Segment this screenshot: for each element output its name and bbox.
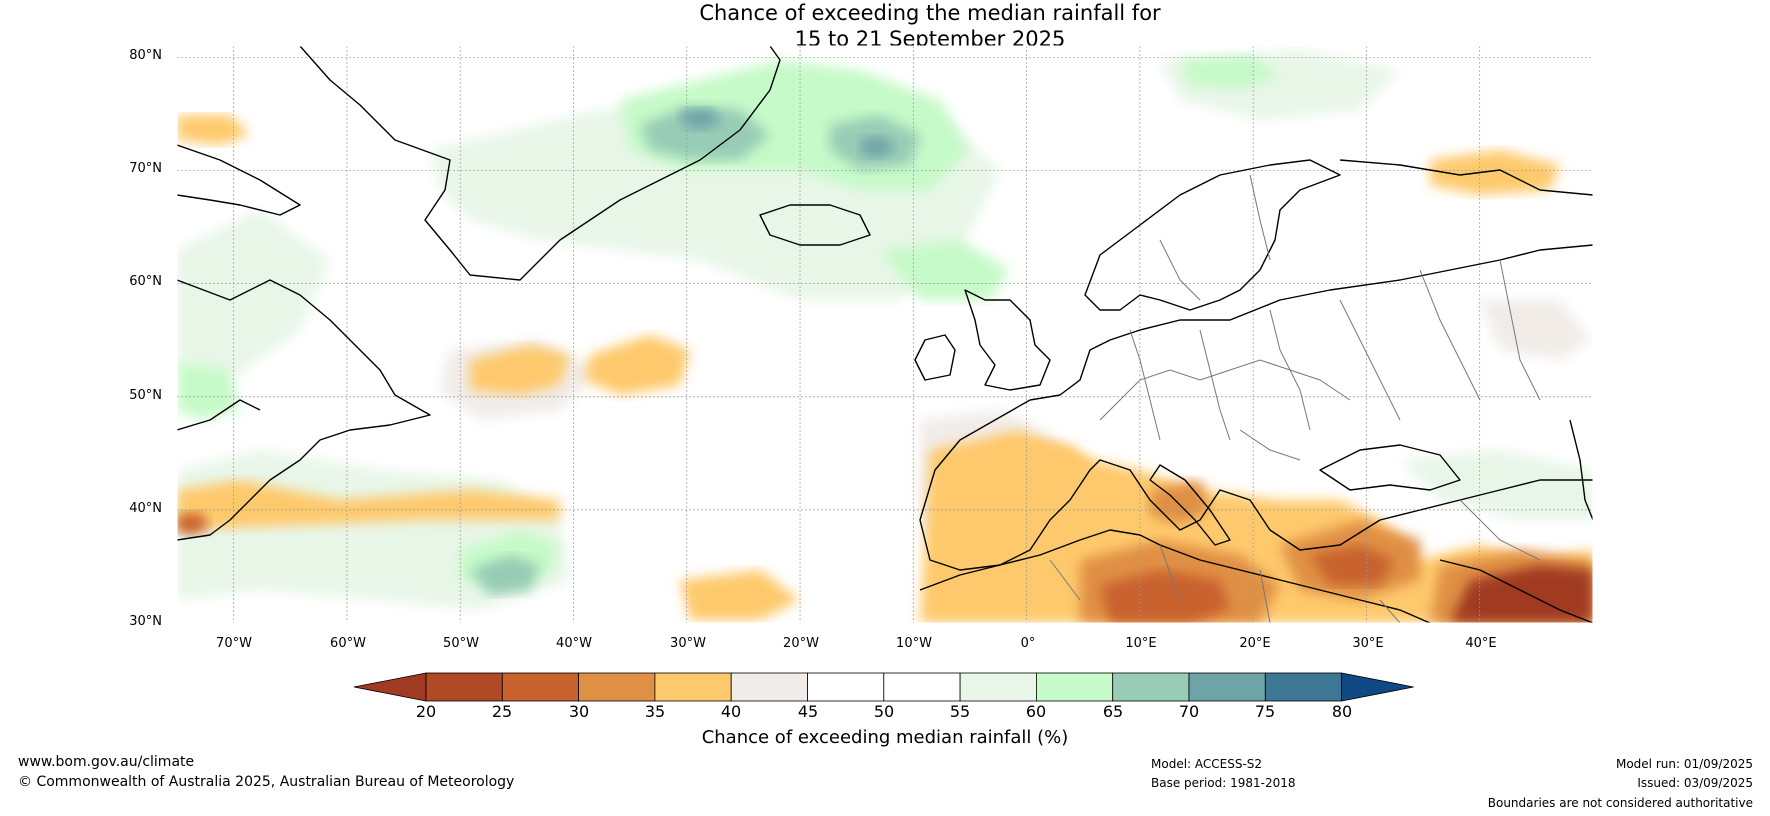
- colorbar-tick: 20: [415, 702, 437, 721]
- colorbar-bin: [959, 672, 1037, 702]
- colorbar-bin: [501, 672, 579, 702]
- colorbar-bin: [1112, 672, 1190, 702]
- shading-patch: [470, 555, 540, 595]
- lat-label-60n: 60°N: [129, 274, 162, 289]
- lat-label-50n: 50°N: [129, 388, 162, 403]
- shading-patch: [1400, 450, 1593, 520]
- coastline-greenland: [299, 46, 781, 281]
- lat-label-70n: 70°N: [129, 161, 162, 176]
- colorbar-bin: [425, 672, 503, 702]
- colorbar-tick: 75: [1254, 702, 1276, 721]
- shading-patch: [177, 480, 560, 530]
- probability-shading: [177, 50, 1593, 623]
- colorbar-tick: 60: [1025, 702, 1047, 721]
- colorbar-bin: [883, 672, 961, 702]
- shading-patch: [860, 136, 895, 158]
- colorbar-tick: 65: [1102, 702, 1124, 721]
- colorbar-bin: [1264, 672, 1343, 702]
- coastline-black-sea: [1319, 444, 1461, 491]
- lon-label-20w: 20°W: [783, 636, 819, 651]
- coastline-iceland: [759, 204, 871, 246]
- lat-label-80n: 80°N: [129, 48, 162, 63]
- lon-label-10w: 10°W: [896, 636, 932, 651]
- model-run-text: Model run: 01/09/2025: [1615, 757, 1753, 771]
- colorbar-extend-low: [353, 672, 427, 702]
- shading-patch: [177, 210, 330, 380]
- model-text: Model: ACCESS-S2: [1151, 757, 1263, 771]
- colorbar-bin: [807, 672, 885, 702]
- shading-patch: [1180, 55, 1280, 90]
- shading-patch: [177, 115, 250, 145]
- lat-label-40n: 40°N: [129, 501, 162, 516]
- colorbar-bin: [654, 672, 732, 702]
- base-period-text: Base period: 1981-2018: [1151, 776, 1296, 790]
- copyright-text: © Commonwealth of Australia 2025, Austra…: [18, 774, 515, 790]
- shading-patch: [177, 360, 240, 420]
- colorbar-tick: 70: [1178, 702, 1200, 721]
- colorbar-tick: 55: [949, 702, 971, 721]
- coastline-europe: [919, 244, 1593, 571]
- shading-patch: [1480, 300, 1590, 360]
- coastline-scandinavia: [1084, 159, 1341, 311]
- lat-label-30n: 30°N: [129, 614, 162, 629]
- map-frame: [176, 45, 1594, 624]
- title-line-1: Chance of exceeding the median rainfall …: [699, 1, 1161, 25]
- shading-patch: [880, 240, 1010, 300]
- coastlines: [177, 46, 1593, 623]
- lon-label-40e: 40°E: [1465, 636, 1497, 651]
- disclaimer-text: Boundaries are not considered authoritat…: [1487, 796, 1753, 810]
- lon-label-70w: 70°W: [216, 636, 252, 651]
- lon-label-40w: 40°W: [556, 636, 592, 651]
- lon-label-50w: 50°W: [443, 636, 479, 651]
- shading-patch: [640, 105, 770, 160]
- colorbar-tick: 50: [873, 702, 895, 721]
- website-link[interactable]: www.bom.gov.au/climate: [18, 754, 195, 770]
- lon-label-30e: 30°E: [1352, 636, 1384, 651]
- colorbar-bin: [1188, 672, 1266, 702]
- colorbar-label: Chance of exceeding median rainfall (%): [701, 727, 1069, 748]
- colorbar-tick: 35: [644, 702, 666, 721]
- map-title: Chance of exceeding the median rainfall …: [0, 0, 1770, 52]
- shading-patch: [1100, 570, 1230, 623]
- coastline-north-america: [177, 144, 431, 541]
- colorbar-segments: [353, 672, 1414, 702]
- coastline-arctic-russia: [1339, 159, 1593, 196]
- coastline-italy: [1149, 464, 1231, 546]
- colorbar-tick: 45: [797, 702, 819, 721]
- colorbar-tick: 30: [568, 702, 590, 721]
- lon-label-10e: 10°E: [1125, 636, 1157, 651]
- colorbar-tick: 80: [1331, 702, 1353, 721]
- shading-patch: [1310, 545, 1395, 585]
- border: [1049, 174, 1541, 623]
- colorbar-bin: [578, 672, 656, 702]
- shading-patch: [585, 335, 690, 395]
- lon-label-20e: 20°E: [1239, 636, 1271, 651]
- coastline-caspian: [1569, 419, 1593, 521]
- shading-patch: [177, 512, 210, 535]
- colorbar-extend-high: [1341, 672, 1414, 702]
- coastline-british-isles: [914, 289, 1051, 391]
- colorbar-bin: [730, 672, 808, 702]
- shading-patch: [470, 345, 570, 395]
- issued-text: Issued: 03/09/2025: [1637, 776, 1753, 790]
- colorbar-bin: [1036, 672, 1114, 702]
- shading-patch: [680, 108, 722, 130]
- shading-patch: [680, 570, 800, 620]
- coastline-arabia: [1439, 559, 1593, 623]
- lon-label-0: 0°: [1020, 636, 1036, 651]
- colorbar-tick: 40: [720, 702, 742, 721]
- colorbar-tick: 25: [491, 702, 513, 721]
- shading-patch: [1000, 440, 1100, 490]
- lon-label-30w: 30°W: [670, 636, 706, 651]
- lon-label-60w: 60°W: [330, 636, 366, 651]
- national-borders: [1049, 174, 1541, 623]
